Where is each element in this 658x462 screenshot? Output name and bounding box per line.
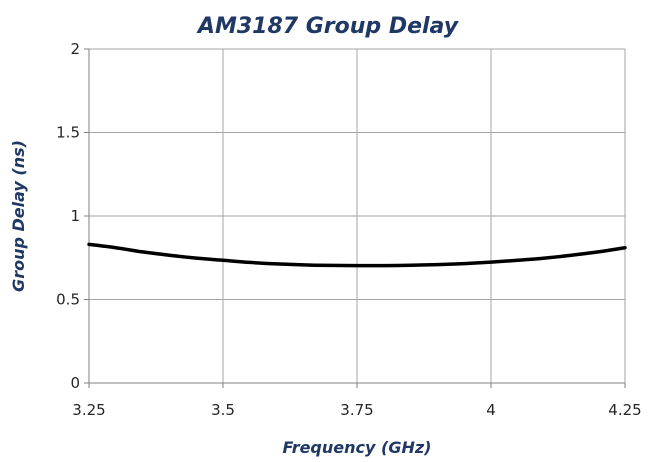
x-tick-label: 4 [486, 401, 496, 419]
group-delay-series-line [87, 242, 627, 268]
x-tick-label: 3.5 [211, 401, 235, 419]
y-tick-label: 1 [70, 207, 80, 225]
y-tick-label: 0 [70, 374, 80, 392]
chart-title: AM3187 Group Delay [196, 14, 460, 39]
x-tick-label: 4.25 [608, 401, 641, 419]
x-tick-label: 3.75 [340, 401, 373, 419]
x-axis-title: Frequency (GHz) [283, 438, 432, 457]
gridlines [89, 48, 626, 383]
y-tick-label: 2 [70, 40, 80, 58]
series-layer [87, 242, 627, 268]
tick-labels: 0 0.5 1 1.5 2 3.25 3.5 3.75 4 4.25 [56, 40, 642, 419]
y-axis-title: Group Delay (ns) [9, 140, 28, 292]
axes [84, 48, 626, 388]
x-tick-label: 3.25 [72, 401, 105, 419]
y-tick-label: 1.5 [56, 124, 80, 142]
y-tick-label: 0.5 [56, 291, 80, 309]
